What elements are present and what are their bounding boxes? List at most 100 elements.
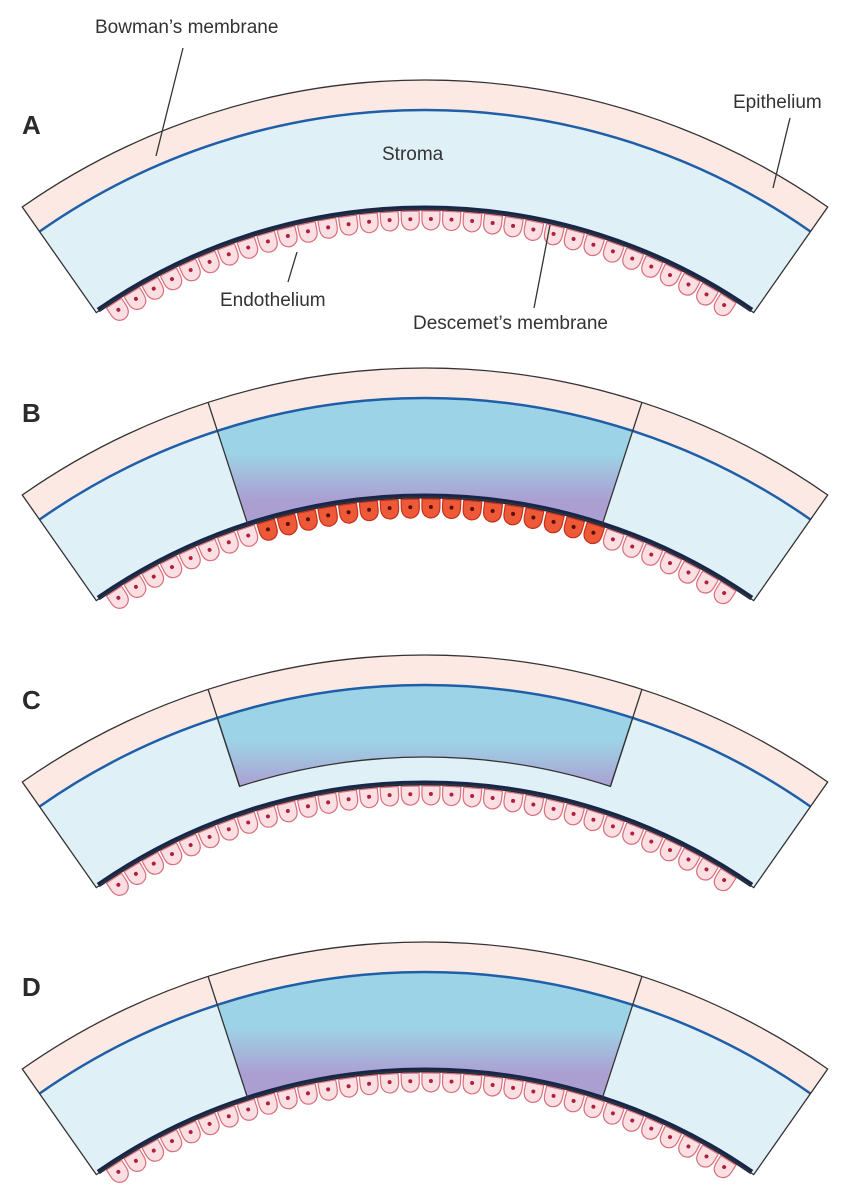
cell-nucleus xyxy=(367,507,372,512)
endothelial-cell xyxy=(337,789,359,811)
stroma-label: Stroma xyxy=(382,144,444,165)
cell-nucleus xyxy=(285,1095,290,1100)
endothelial-cell xyxy=(659,551,683,575)
cell-nucleus xyxy=(246,245,251,250)
endothelial-cell xyxy=(696,282,720,306)
endothelial-cell xyxy=(159,267,183,291)
panel: C xyxy=(21,654,829,896)
cell-nucleus xyxy=(387,1080,392,1085)
cell-nucleus xyxy=(531,515,536,520)
endothelial-cell xyxy=(713,292,737,317)
cell-nucleus xyxy=(116,1169,121,1174)
cell-nucleus xyxy=(285,808,290,813)
epithelium xyxy=(22,368,828,520)
endothelial-cell xyxy=(543,223,565,246)
endothelial-cell xyxy=(713,580,737,605)
endothelial-cell xyxy=(296,220,318,243)
cell-nucleus xyxy=(116,882,121,887)
cell-nucleus xyxy=(571,524,576,529)
epithelium xyxy=(22,655,828,807)
endothelial-cell xyxy=(622,247,645,270)
endothelial-cell xyxy=(216,530,239,554)
endothelial-cell xyxy=(358,500,379,522)
endothelial-cell xyxy=(379,785,400,807)
endothelial-cell xyxy=(358,212,379,234)
cell-nucleus xyxy=(531,227,536,232)
cell-nucleus xyxy=(649,1126,654,1131)
cell-nucleus xyxy=(387,506,392,511)
bowman-membrane xyxy=(38,683,812,808)
endothelial-cell xyxy=(296,508,318,531)
endothelial-cell xyxy=(216,1104,239,1128)
cell-nucleus xyxy=(531,1089,536,1094)
endothelial-cell xyxy=(622,822,645,845)
cell-nucleus xyxy=(207,547,212,552)
cell-nucleus xyxy=(151,861,156,866)
cell-nucleus xyxy=(610,1111,615,1116)
endothelial-cell xyxy=(256,230,278,253)
endothelial-cell xyxy=(482,501,504,523)
bowman-membrane xyxy=(38,108,812,233)
cell-nucleus xyxy=(408,217,413,222)
endothelial-cell xyxy=(659,838,683,862)
endothelial-cell xyxy=(317,1079,338,1101)
cell-nucleus xyxy=(668,273,673,278)
cell-nucleus xyxy=(668,561,673,566)
cell-nucleus xyxy=(285,233,290,238)
cell-nucleus xyxy=(649,264,654,269)
cell-nucleus xyxy=(408,1079,413,1084)
cell-nucleus xyxy=(133,1158,138,1163)
cell-nucleus xyxy=(408,505,413,510)
descemet-membrane xyxy=(96,1067,754,1175)
endothelial-cell xyxy=(503,215,524,238)
cell-nucleus xyxy=(630,544,635,549)
cell-nucleus xyxy=(551,806,556,811)
endothelial-cell xyxy=(523,507,545,529)
cell-nucleus xyxy=(649,552,654,557)
endothelial-cell xyxy=(379,498,400,520)
endothelial-cell xyxy=(583,521,606,545)
endothelial-cell xyxy=(236,524,259,547)
endothelial-cell xyxy=(358,1074,379,1096)
endothelial-cell xyxy=(583,1095,606,1119)
endothelial-cell xyxy=(317,505,338,527)
cell-nucleus xyxy=(722,878,727,883)
endothelial-cell xyxy=(641,829,664,853)
cell-nucleus xyxy=(490,796,495,801)
cell-nucleus xyxy=(704,292,709,297)
endothelial-cell xyxy=(583,233,606,257)
endothelial-cell xyxy=(421,1072,441,1093)
epithelium xyxy=(22,942,828,1094)
endothelial-cell xyxy=(178,546,201,570)
cell-nucleus xyxy=(686,1144,691,1149)
cell-nucleus xyxy=(265,814,270,819)
panel-label: A xyxy=(22,110,41,140)
endothelial-cell xyxy=(317,217,338,239)
endothelial-cell xyxy=(159,1129,183,1153)
cell-nucleus xyxy=(116,307,121,312)
cell-nucleus xyxy=(470,506,475,511)
endothelial-cell xyxy=(276,1087,298,1110)
endothelial-cell xyxy=(503,1077,524,1100)
endothelial-cell xyxy=(696,857,720,881)
endothelial-cell xyxy=(543,511,565,534)
panel-label: B xyxy=(22,398,41,428)
endothelial-cell xyxy=(713,867,737,892)
panel-label: C xyxy=(22,685,41,715)
cell-nucleus xyxy=(490,509,495,514)
cell-nucleus xyxy=(326,513,331,518)
cell-nucleus xyxy=(151,1148,156,1153)
graft-edge xyxy=(207,976,249,1100)
endothelial-cell xyxy=(441,785,462,807)
endothelial-cell xyxy=(276,800,298,823)
cell-nucleus xyxy=(686,282,691,287)
epithelium-label: Epithelium xyxy=(733,92,822,113)
cell-nucleus xyxy=(591,242,596,247)
cell-nucleus xyxy=(265,527,270,532)
cell-nucleus xyxy=(511,223,516,228)
panel: D xyxy=(21,941,829,1183)
graft xyxy=(217,971,633,1099)
cell-nucleus xyxy=(470,218,475,223)
cell-nucleus xyxy=(305,804,310,809)
